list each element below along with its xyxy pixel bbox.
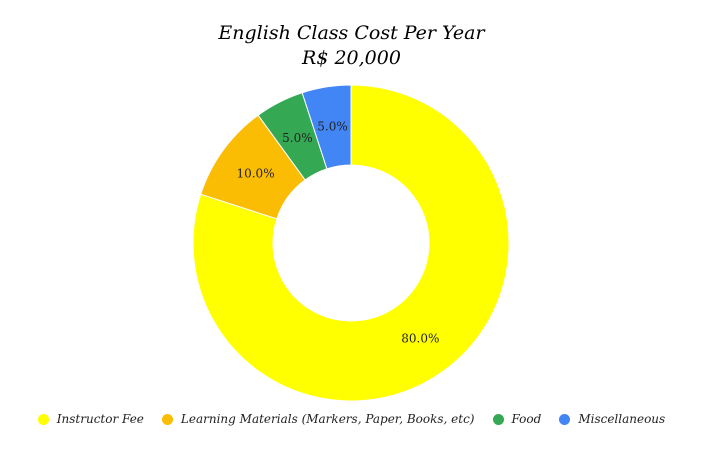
legend-swatch: [559, 413, 571, 425]
legend-label: Learning Materials (Markers, Paper, Book…: [180, 412, 475, 426]
legend-swatch: [492, 413, 504, 425]
legend-label: Miscellaneous: [578, 412, 666, 426]
legend: Instructor Fee Learning Materials (Marker…: [0, 412, 703, 426]
chart-title: English Class Cost Per Year: [218, 22, 485, 44]
data-label-instructor-fee: 80.0%: [401, 331, 439, 345]
legend-item-food: Food: [492, 412, 542, 426]
data-labels: 80.0% 10.0% 5.0% 5.0%: [236, 119, 439, 345]
data-label-miscellaneous: 5.0%: [317, 119, 348, 133]
data-label-food: 5.0%: [282, 131, 313, 145]
legend-swatch: [161, 413, 173, 425]
legend-label: Instructor Fee: [56, 412, 144, 426]
slice-instructor-fee: [192, 84, 510, 402]
chart-subtitle: R$ 20,000: [302, 47, 401, 69]
legend-item-miscellaneous: Miscellaneous: [559, 412, 665, 426]
legend-item-instructor-fee: Instructor Fee: [37, 412, 144, 426]
slice-miscellaneous: [301, 84, 352, 170]
legend-label: Food: [511, 412, 542, 426]
legend-item-learning-materials-markers-paper-books-etc: Learning Materials (Markers, Paper, Book…: [161, 412, 475, 426]
legend-swatch: [37, 413, 49, 425]
data-label-learning-materials-markers-paper-books-etc: 10.0%: [236, 167, 274, 181]
slices: [192, 84, 510, 402]
